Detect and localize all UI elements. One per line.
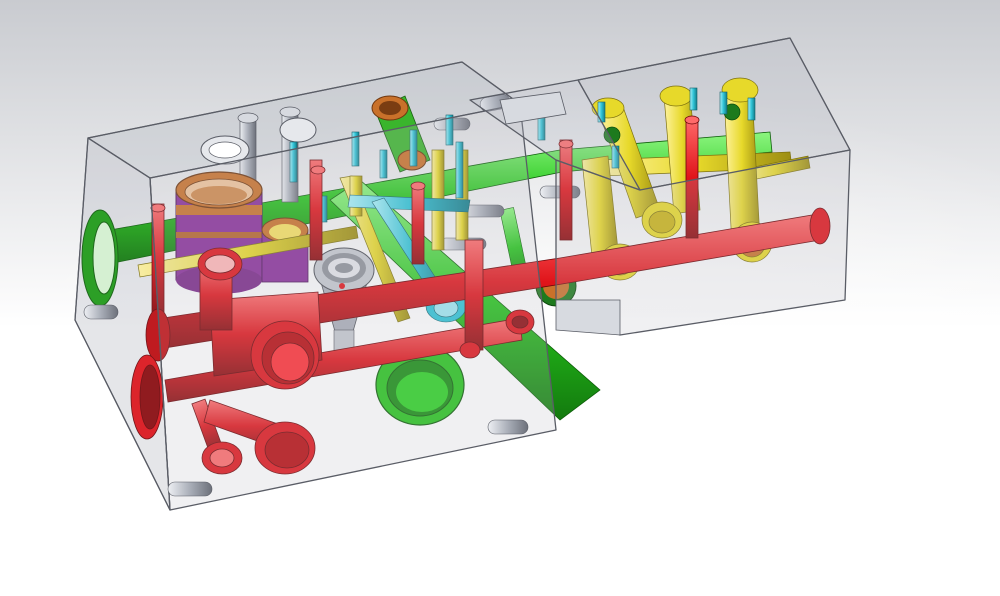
threaded-cartridge	[313, 247, 375, 361]
red-galleries	[130, 115, 831, 475]
dowel-holes	[83, 91, 621, 497]
yellow-galleries	[137, 77, 811, 323]
manifold-block-front	[74, 37, 851, 511]
internal-galleries	[81, 77, 831, 475]
